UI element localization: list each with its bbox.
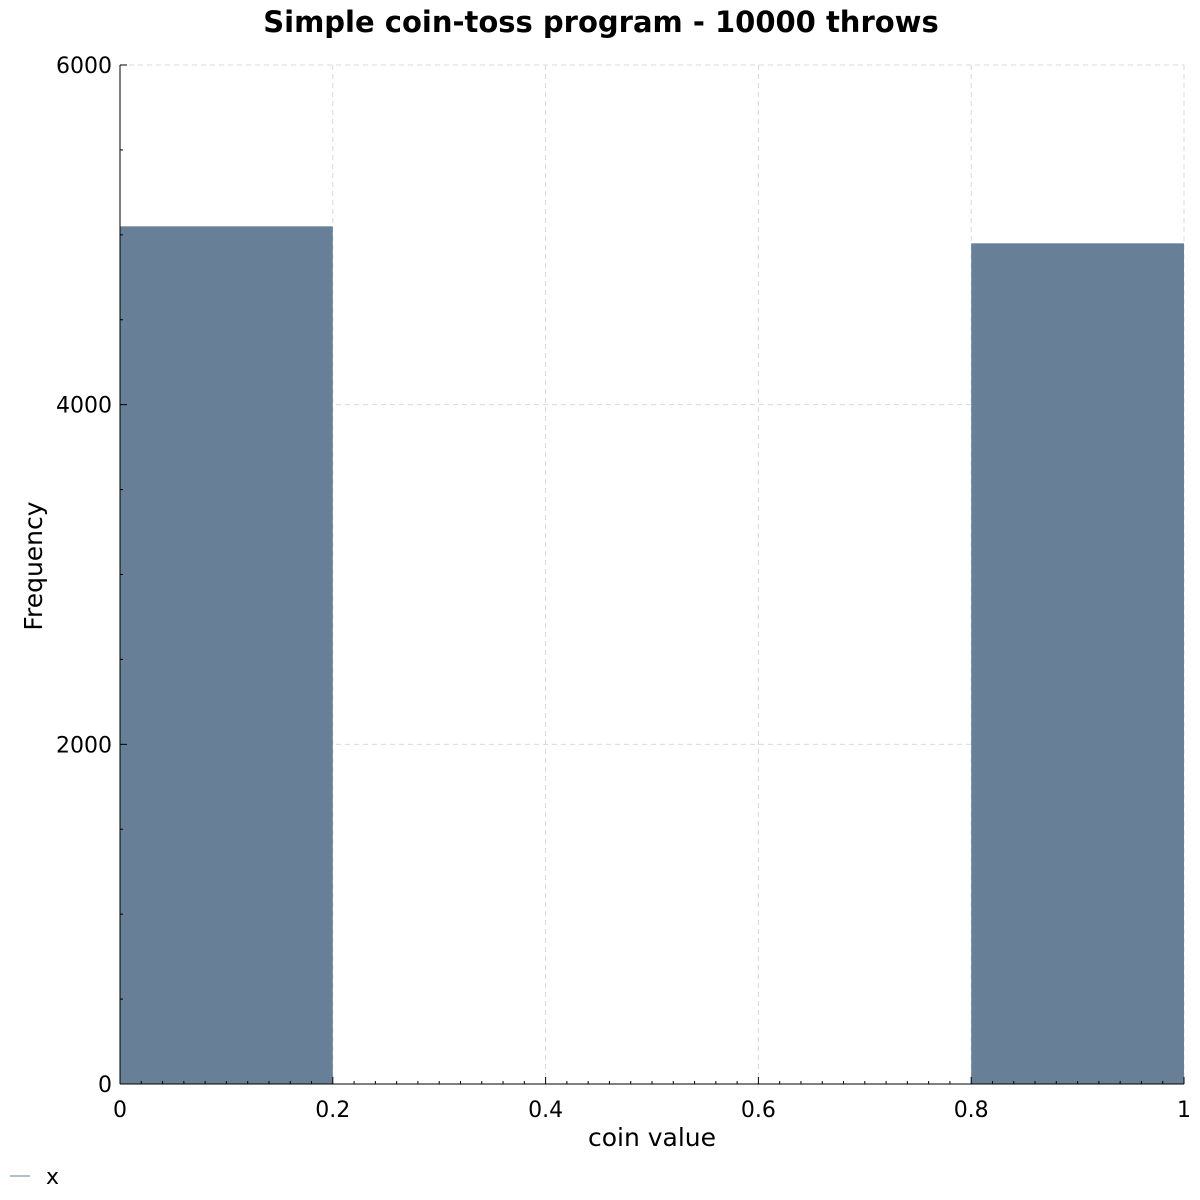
legend: x bbox=[10, 1165, 59, 1190]
y-tick-label: 2000 bbox=[56, 733, 112, 758]
x-tick-label: 0.2 bbox=[315, 1098, 350, 1123]
legend-entry: x bbox=[46, 1165, 59, 1190]
x-tick-label: 0.4 bbox=[528, 1098, 563, 1123]
chart-title: Simple coin-toss program - 10000 throws bbox=[263, 5, 938, 39]
y-tick-label: 4000 bbox=[56, 394, 112, 419]
histogram-bar bbox=[120, 226, 333, 1084]
bars bbox=[120, 226, 1184, 1084]
x-tick-label: 0.6 bbox=[741, 1098, 776, 1123]
axes: 0 0.2 0.4 0.6 0.8 1 0 2000 4000 6000 bbox=[56, 54, 1191, 1123]
x-axis-label: coin value bbox=[588, 1123, 716, 1152]
x-tick-label: 0 bbox=[113, 1098, 127, 1123]
y-axis-label: Frequency bbox=[19, 501, 48, 630]
x-tick-label: 0.8 bbox=[954, 1098, 989, 1123]
histogram-bar bbox=[971, 243, 1184, 1084]
y-tick-label: 6000 bbox=[56, 54, 112, 79]
y-tick-label: 0 bbox=[98, 1073, 112, 1098]
x-tick-label: 1 bbox=[1177, 1098, 1191, 1123]
